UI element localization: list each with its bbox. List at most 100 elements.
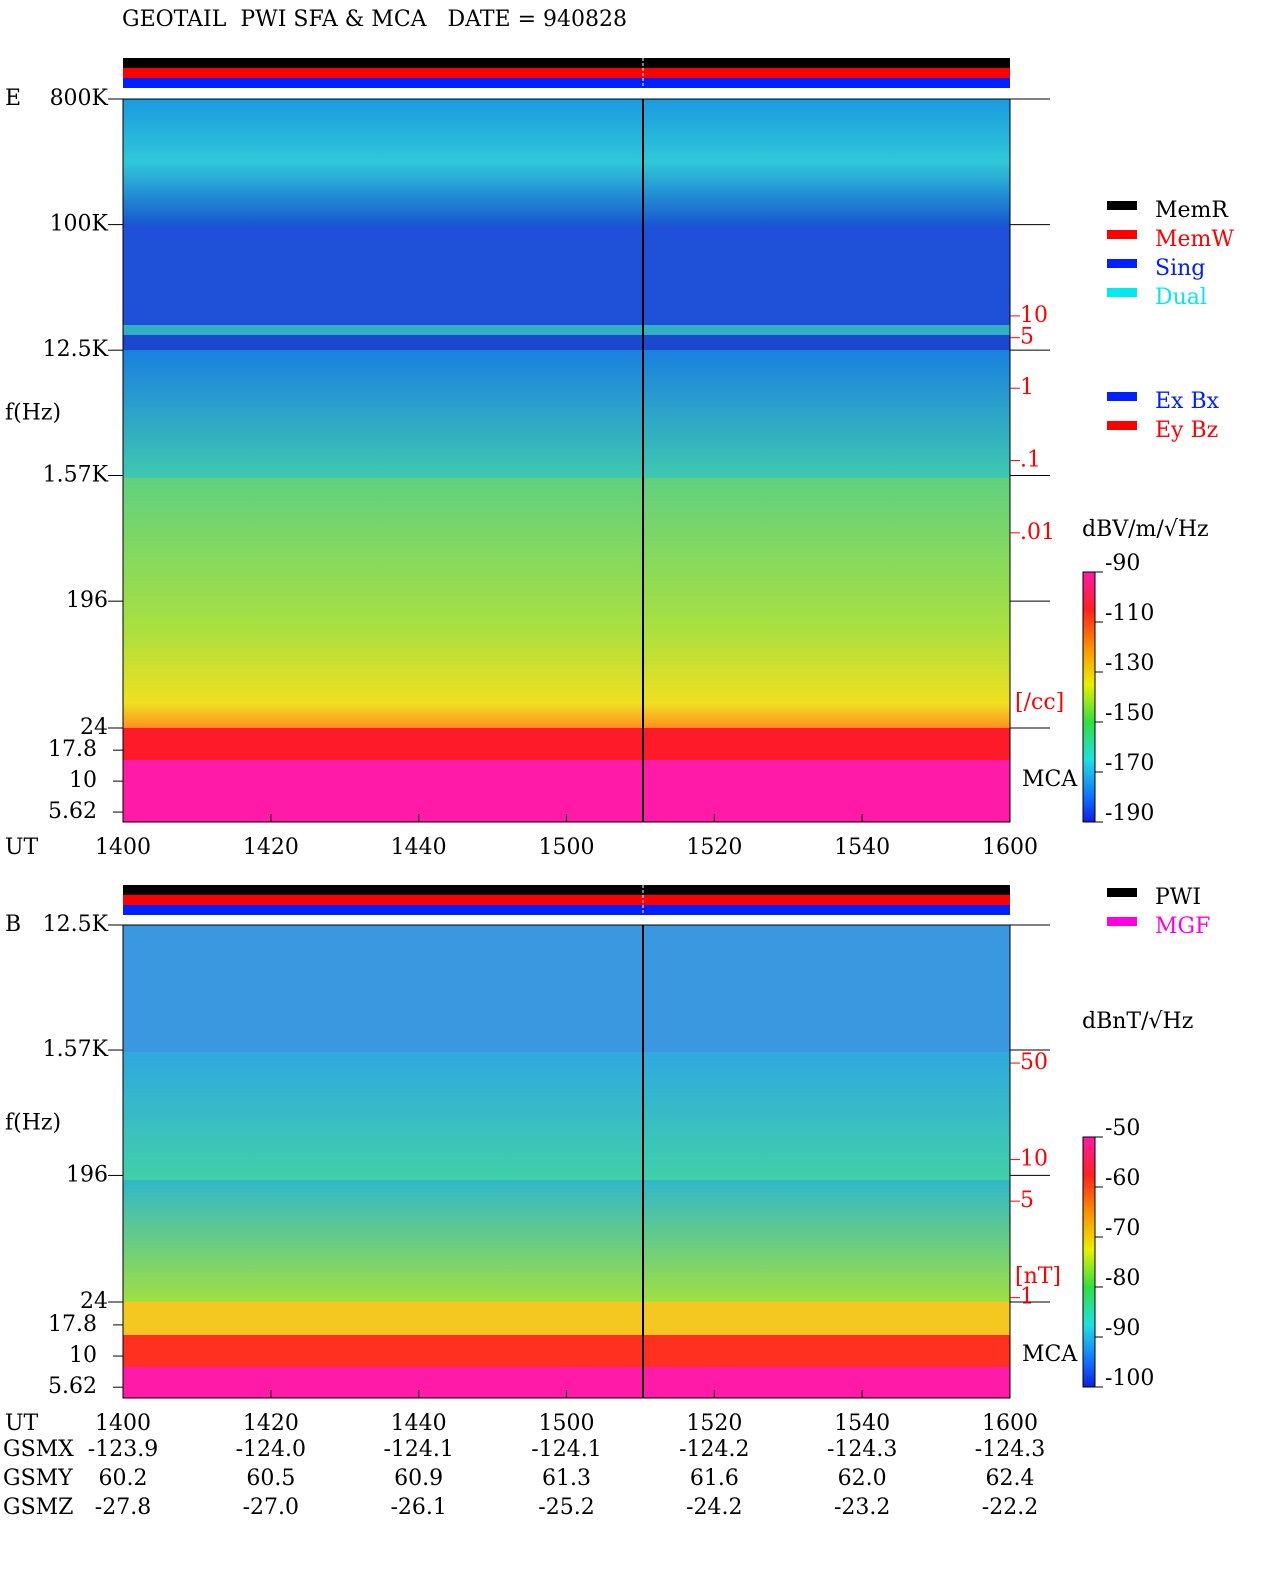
orbit-value: 62.0 <box>838 1466 887 1491</box>
legend-label: Sing <box>1155 256 1205 281</box>
colorbar-tick-label: -130 <box>1105 651 1154 676</box>
spectrum-band <box>123 99 1010 225</box>
colorbar-tick-label: -110 <box>1105 601 1154 626</box>
orbit-value: -123.9 <box>88 1437 158 1462</box>
y-tick-label: 1.57K <box>43 462 109 487</box>
x-tick-label: 1500 <box>539 1411 595 1436</box>
orbit-value: -124.3 <box>975 1437 1045 1462</box>
y-tick-label: 196 <box>66 588 108 613</box>
y2-tick-label: 10 <box>1020 1147 1048 1172</box>
x-tick-label: 1600 <box>982 835 1038 860</box>
legend-label: Dual <box>1155 285 1207 310</box>
legend-label: PWI <box>1155 885 1201 910</box>
orbit-row-label: GSMZ <box>3 1495 73 1520</box>
y-tick-label: 12.5K <box>43 337 109 362</box>
colorbar-tick-label: -70 <box>1105 1216 1140 1241</box>
orbit-value: -22.2 <box>982 1495 1038 1520</box>
x-tick-label: 1540 <box>834 835 890 860</box>
colorbar-tick-label: -170 <box>1105 751 1154 776</box>
orbit-value: 60.5 <box>246 1466 295 1491</box>
colorbar-tick-label: -100 <box>1105 1366 1154 1391</box>
legend-label: MemR <box>1155 198 1229 223</box>
colorbar-tick-label: -90 <box>1105 1316 1140 1341</box>
y-tick-label: 100K <box>50 212 109 237</box>
y2-tick-label: 5 <box>1020 325 1034 350</box>
orbit-value: -27.8 <box>95 1495 151 1520</box>
legend-label: Ex Bx <box>1155 389 1220 414</box>
mca-tick-label: 5.62 <box>48 799 97 824</box>
orbit-value: -27.0 <box>243 1495 299 1520</box>
spectrum-band <box>123 225 1010 325</box>
orbit-value: 61.3 <box>542 1466 591 1491</box>
y2-tick-label: .01 <box>1020 520 1055 545</box>
orbit-value: -24.2 <box>686 1495 742 1520</box>
orbit-row-label: GSMX <box>3 1437 74 1462</box>
spectrum-band <box>123 1180 1010 1302</box>
y2-axis-label: [nT] <box>1015 1264 1061 1289</box>
status-bar <box>123 68 1010 78</box>
orbit-value: 60.9 <box>394 1466 443 1491</box>
orbit-value: -124.1 <box>531 1437 601 1462</box>
orbit-value: -124.1 <box>383 1437 453 1462</box>
panel-label: E <box>5 86 21 111</box>
x-tick-label: 1520 <box>686 1411 742 1436</box>
spectrum-band <box>123 1335 1010 1367</box>
colorbar-tick-label: -60 <box>1105 1166 1140 1191</box>
mca-tick-label: 17.8 <box>48 1312 97 1337</box>
x-tick-label: 1400 <box>95 835 151 860</box>
legend-label: Ey Bz <box>1155 418 1218 443</box>
y2-axis-label: [/cc] <box>1015 690 1064 715</box>
y-axis-label: f(Hz) <box>5 1111 61 1136</box>
title: GEOTAIL PWI SFA & MCA DATE = 940828 <box>122 7 627 32</box>
colorbar-tick-label: -80 <box>1105 1266 1140 1291</box>
legend-swatch <box>1107 259 1137 268</box>
orbit-value: -25.2 <box>538 1495 594 1520</box>
y-tick-label: 800K <box>50 86 109 111</box>
y-tick-label: 196 <box>66 1162 108 1187</box>
spectrum-band <box>123 1052 1010 1180</box>
x-tick-label: 1440 <box>391 1411 447 1436</box>
orbit-value: 60.2 <box>99 1466 148 1491</box>
spectrum-band <box>123 350 1010 478</box>
legend-swatch <box>1107 201 1137 210</box>
legend-swatch <box>1107 888 1137 897</box>
orbit-value: -23.2 <box>834 1495 890 1520</box>
mca-label: MCA <box>1022 1342 1078 1367</box>
x-tick-label: 1540 <box>834 1411 890 1436</box>
orbit-value: -124.0 <box>236 1437 306 1462</box>
orbit-value: -124.2 <box>679 1437 749 1462</box>
y2-tick-label: 1 <box>1020 1285 1034 1310</box>
mca-tick-label: 17.8 <box>48 737 97 762</box>
x-tick-label: 1420 <box>243 1411 299 1436</box>
x-tick-label: 1520 <box>686 835 742 860</box>
orbit-value: -26.1 <box>390 1495 446 1520</box>
mca-label: MCA <box>1022 767 1078 792</box>
legend-swatch <box>1107 421 1137 430</box>
colorbar-tick-label: -190 <box>1105 801 1154 826</box>
legend-label: MemW <box>1155 227 1234 252</box>
mca-tick-label: 10 <box>69 768 97 793</box>
spectrum-band <box>123 335 1010 350</box>
y2-tick-label: .1 <box>1020 448 1041 473</box>
panel-label: B <box>5 912 21 937</box>
spectrum-band <box>123 728 1010 760</box>
x-axis-label: UT <box>5 835 39 860</box>
status-bar <box>123 58 1010 68</box>
y2-tick-label: 10 <box>1020 303 1048 328</box>
colorbar-tick-label: -150 <box>1105 701 1154 726</box>
mca-tick-label: 5.62 <box>48 1374 97 1399</box>
colorbar-label: dBV/m/√Hz <box>1082 517 1209 542</box>
y2-tick-label: 1 <box>1020 375 1034 400</box>
y-tick-label: 12.5K <box>43 912 109 937</box>
x-tick-label: 1440 <box>391 835 447 860</box>
y-axis-label: f(Hz) <box>5 401 61 426</box>
legend-swatch <box>1107 230 1137 239</box>
legend-swatch <box>1107 288 1137 297</box>
spectrum-band <box>123 760 1010 822</box>
y-tick-label: 24 <box>80 715 108 740</box>
legend-swatch <box>1107 392 1137 401</box>
orbit-value: 62.4 <box>986 1466 1035 1491</box>
x-tick-label: 1600 <box>982 1411 1038 1436</box>
y-tick-label: 1.57K <box>43 1037 109 1062</box>
